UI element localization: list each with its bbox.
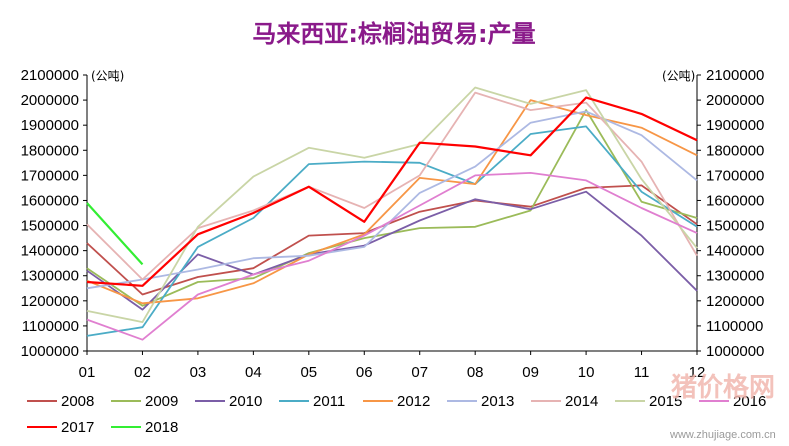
left-axis-unit: (公吨) <box>91 69 124 83</box>
y-tick-label-right: 1500000 <box>706 218 764 235</box>
y-tick-label-right: 1400000 <box>706 243 764 260</box>
y-tick-label-left: 1300000 <box>21 268 79 285</box>
legend-label-2014: 2014 <box>565 393 598 410</box>
watermark: 猪价格网 www.zhujiage.com.cn <box>669 372 776 441</box>
y-tick-label-left: 1600000 <box>21 192 79 209</box>
y-tick-label-left: 1100000 <box>22 318 79 335</box>
y-tick-label-right: 2100000 <box>706 67 764 84</box>
x-tick-label: 02 <box>134 364 151 381</box>
legend-label-2017: 2017 <box>61 419 94 436</box>
series-line-2008 <box>86 184 698 296</box>
watermark-logo: 猪价格网 <box>671 372 775 403</box>
y-tick-label-left: 1800000 <box>21 142 79 159</box>
y-tick-label-right: 1700000 <box>706 167 764 184</box>
legend: 2008 2009 2010 2011 2012 2013 2014 2015 2016 2017… <box>27 393 766 436</box>
y-tick-label-left: 1500000 <box>21 218 79 235</box>
x-axis: 01 02 03 04 05 06 07 08 09 10 11 12 <box>79 351 706 381</box>
y-tick-label-right: 1800000 <box>706 142 764 159</box>
x-tick-label: 08 <box>467 364 484 381</box>
series-line-2010 <box>86 190 698 311</box>
y-tick-label-left: 2100000 <box>21 67 79 84</box>
series-line-2012 <box>86 99 698 305</box>
y-tick-label-left: 1200000 <box>21 293 79 310</box>
y-tick-label-left: 2000000 <box>21 92 79 109</box>
legend-label-2016: 2016 <box>733 393 766 410</box>
axes <box>86 75 698 352</box>
series-line-2015 <box>86 86 698 324</box>
y-tick-label-left: 1400000 <box>21 243 79 260</box>
legend-label-2018: 2018 <box>145 419 178 436</box>
legend-label-2008: 2008 <box>61 393 94 410</box>
y-tick-label-right: 1000000 <box>706 343 764 360</box>
y-tick-label-left: 1900000 <box>21 117 79 134</box>
series-line-2016 <box>86 171 698 341</box>
y-tick-label-right: 1100000 <box>706 318 763 335</box>
x-tick-label: 11 <box>634 364 650 381</box>
y-tick-label-right: 1300000 <box>706 268 764 285</box>
series-line-2017 <box>86 96 698 287</box>
x-tick-label: 04 <box>245 364 262 381</box>
legend-label-2015: 2015 <box>649 393 682 410</box>
legend-label-2010: 2010 <box>229 393 262 410</box>
y-tick-label-left: 1000000 <box>21 343 79 360</box>
series-line-2014 <box>86 91 698 281</box>
series-line-2011 <box>86 125 698 337</box>
y-tick-label-right: 1600000 <box>706 192 764 209</box>
x-tick-label: 05 <box>300 364 317 381</box>
x-tick-label: 03 <box>190 364 207 381</box>
legend-label-2009: 2009 <box>145 393 178 410</box>
y-tick-label-right: 2000000 <box>706 92 764 109</box>
x-tick-label: 07 <box>411 364 428 381</box>
x-tick-label: 01 <box>79 364 96 381</box>
y-tick-label-right: 1200000 <box>706 293 764 310</box>
y-tick-label-right: 1900000 <box>706 117 764 134</box>
y-axis-right: 1000000 1100000 1200000 1300000 1400000 15000… <box>697 67 764 360</box>
x-tick-label: 12 <box>689 364 706 381</box>
y-tick-label-left: 1700000 <box>21 167 79 184</box>
right-axis-unit: (公吨) <box>662 69 695 83</box>
legend-label-2012: 2012 <box>397 393 430 410</box>
y-axis-left: 1000000 1100000 1200000 1300000 1400000 15000… <box>21 67 87 360</box>
watermark-url: www.zhujiage.com.cn <box>669 429 776 441</box>
x-tick-label: 06 <box>356 364 373 381</box>
series-line-2018 <box>86 202 144 266</box>
legend-label-2011: 2011 <box>313 393 345 410</box>
chart-title: 马来西亚:棕榈油贸易:产量 <box>252 20 535 48</box>
series-lines <box>86 86 698 341</box>
x-tick-label: 10 <box>578 364 595 381</box>
x-tick-label: 09 <box>522 364 539 381</box>
legend-label-2013: 2013 <box>481 393 514 410</box>
